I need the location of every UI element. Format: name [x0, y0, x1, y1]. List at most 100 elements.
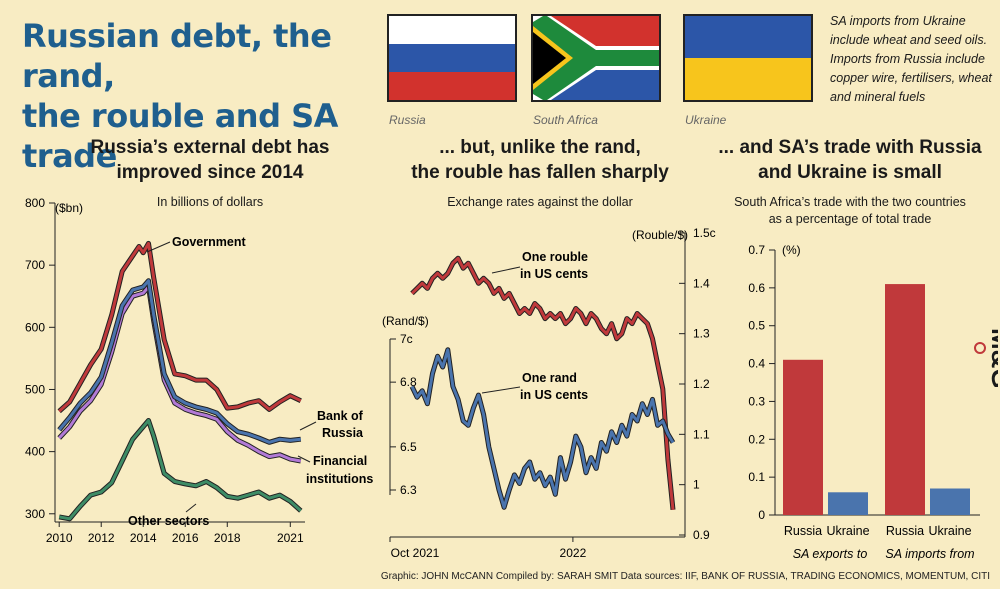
debt-y-tick-label: 700	[25, 258, 45, 272]
mg-logo: M&G	[962, 326, 1000, 389]
debt-series-line	[58, 285, 302, 463]
fx-rouble-label-1: One rouble	[522, 250, 588, 264]
panel2-title-line2: the rouble has fallen sharply	[411, 162, 669, 183]
bank-leader-line	[299, 421, 317, 431]
series-label-bank-of-russia-1: Bank of	[317, 409, 364, 423]
debt-x-tick-label: 2012	[88, 531, 115, 545]
south-africa-flag	[531, 14, 661, 102]
trade-y-tick-label: 0.3	[748, 394, 765, 408]
fx-rand-line	[410, 348, 675, 509]
financial-leader-line	[297, 455, 311, 463]
debt-y-tick-label: 800	[25, 196, 45, 210]
ukraine-flag-label: Ukraine	[685, 113, 727, 127]
trade-chart: (%) 0 0.1 0.2 0.3 0.4 0.5 0.6 0.7 Russia Ukraine…	[748, 243, 980, 561]
debt-series-line-outline	[58, 418, 303, 522]
government-leader-line	[146, 241, 171, 253]
trade-bar-label: Ukraine	[826, 524, 869, 538]
fx-x-tick-label: Oct 2021	[391, 546, 440, 560]
fx-rand-label-1: One rand	[522, 371, 577, 385]
trade-y-label: (%)	[782, 243, 801, 257]
panel1-title: Russia’s external debt has improved sinc…	[60, 135, 360, 185]
footer-credits: Graphic: JOHN McCANN Compiled by: SARAH …	[380, 571, 990, 582]
trade-note: SA imports from Ukraine include wheat an…	[830, 14, 992, 104]
panel3-title-line2: and Ukraine is small	[758, 162, 942, 183]
series-label-financial-2: institutions	[306, 472, 373, 486]
trade-bar-label: Ukraine	[928, 524, 971, 538]
debt-y-tick-label: 600	[25, 320, 45, 334]
fx-right-axis-label: (Rouble/$)	[632, 228, 688, 242]
south-africa-flag-label: South Africa	[533, 113, 598, 127]
trade-y-tick-label: 0.1	[748, 470, 765, 484]
debt-x-tick-label: 2014	[130, 531, 157, 545]
trade-bar	[885, 284, 925, 515]
fx-x-tick-label: 2022	[560, 546, 587, 560]
trade-y-tick-label: 0.2	[748, 432, 765, 446]
debt-series-line	[58, 419, 302, 521]
trade-bar	[828, 492, 868, 515]
panel3-title: ... and SA’s trade with Russia and Ukrai…	[700, 135, 1000, 185]
trade-group-imports: SA imports from	[885, 547, 974, 561]
fx-left-tick-label: 6.3	[400, 483, 417, 497]
fx-right-tick-label: 1.4	[693, 276, 710, 290]
series-label-bank-of-russia-2: Russia	[322, 426, 364, 440]
panel3-subtitle-line2: as a percentage of total trade	[768, 212, 932, 226]
fx-left-tick-label: 6.5	[400, 440, 417, 454]
trade-bar	[783, 359, 823, 515]
series-label-government: Government	[172, 235, 246, 249]
trade-group-exports: SA exports to	[793, 547, 868, 561]
russia-flag-label: Russia	[389, 113, 426, 127]
fx-left-tick-label: 7c	[400, 332, 413, 346]
panel2-title: ... but, unlike the rand, the rouble has…	[375, 135, 705, 185]
trade-y-tick-label: 0.6	[748, 281, 765, 295]
debt-series-line	[58, 279, 301, 444]
main-title: Russian debt, the rand, the rouble and S…	[22, 16, 372, 176]
trade-y-tick-label: 0.7	[748, 243, 765, 257]
main-title-line1: Russian debt, the rand,	[22, 17, 332, 95]
panel1-title-line1: Russia’s external debt has	[90, 137, 330, 158]
svg-text:M&G: M&G	[986, 328, 998, 388]
trade-bar	[930, 488, 970, 515]
fx-rand-leader	[481, 386, 521, 394]
fx-rouble-leader	[491, 266, 521, 274]
panel3-subtitle: South Africa’s trade with the two countr…	[715, 194, 985, 228]
debt-y-label: ($bn)	[55, 201, 83, 215]
debt-x-tick-label: 2021	[277, 531, 304, 545]
debt-x-tick-label: 2018	[214, 531, 241, 545]
series-label-financial-1: Financial	[313, 454, 367, 468]
fx-chart: (Rand/$) (Rouble/$) 6.3 6.5 6.8 7c 0.9 1 1.1 1.…	[382, 226, 716, 560]
fx-rand-label-2: in US cents	[520, 388, 588, 402]
series-label-other-sectors: Other sectors	[128, 514, 209, 528]
fx-right-tick-label: 1	[693, 478, 700, 492]
debt-y-tick-label: 300	[25, 507, 45, 521]
russia-flag	[387, 14, 517, 102]
ukraine-flag	[683, 14, 813, 102]
panel1-title-line2: improved since 2014	[116, 162, 304, 183]
trade-bar-label: Russia	[886, 524, 924, 538]
trade-y-tick-label: 0	[758, 508, 765, 522]
panel1-subtitle: In billions of dollars	[156, 195, 264, 209]
fx-left-axis-label: (Rand/$)	[382, 314, 429, 328]
other-leader-line	[185, 503, 197, 513]
trade-y-tick-label: 0.4	[748, 357, 765, 371]
debt-x-tick-label: 2010	[46, 531, 73, 545]
fx-rouble-line	[410, 256, 675, 510]
debt-x-tick-label: 2016	[172, 531, 199, 545]
debt-series-line	[58, 241, 302, 413]
fx-right-tick-label: 1.3	[693, 327, 710, 341]
trade-bar-label: Russia	[784, 524, 822, 538]
debt-chart: ($bn) 300 400 500 600 700 800 2010 2012 2014 2016…	[25, 196, 373, 545]
panel2-subtitle: Exchange rates against the dollar	[447, 195, 633, 209]
fx-left-tick-label: 6.8	[400, 375, 417, 389]
fx-right-tick-label: 1.2	[693, 377, 710, 391]
debt-y-tick-label: 400	[25, 445, 45, 459]
panel3-title-line1: ... and SA’s trade with Russia	[718, 137, 982, 158]
panel3-subtitle-line1: South Africa’s trade with the two countr…	[734, 195, 966, 209]
fx-right-tick-label: 1.5c	[693, 226, 716, 240]
fx-right-tick-label: 1.1	[693, 427, 710, 441]
debt-y-tick-label: 500	[25, 382, 45, 396]
fx-right-tick-label: 0.9	[693, 528, 710, 542]
trade-y-tick-label: 0.5	[748, 319, 765, 333]
panel2-title-line1: ... but, unlike the rand,	[439, 137, 641, 158]
fx-rouble-label-2: in US cents	[520, 267, 588, 281]
main-title-line2: the rouble and SA trade	[22, 97, 338, 175]
